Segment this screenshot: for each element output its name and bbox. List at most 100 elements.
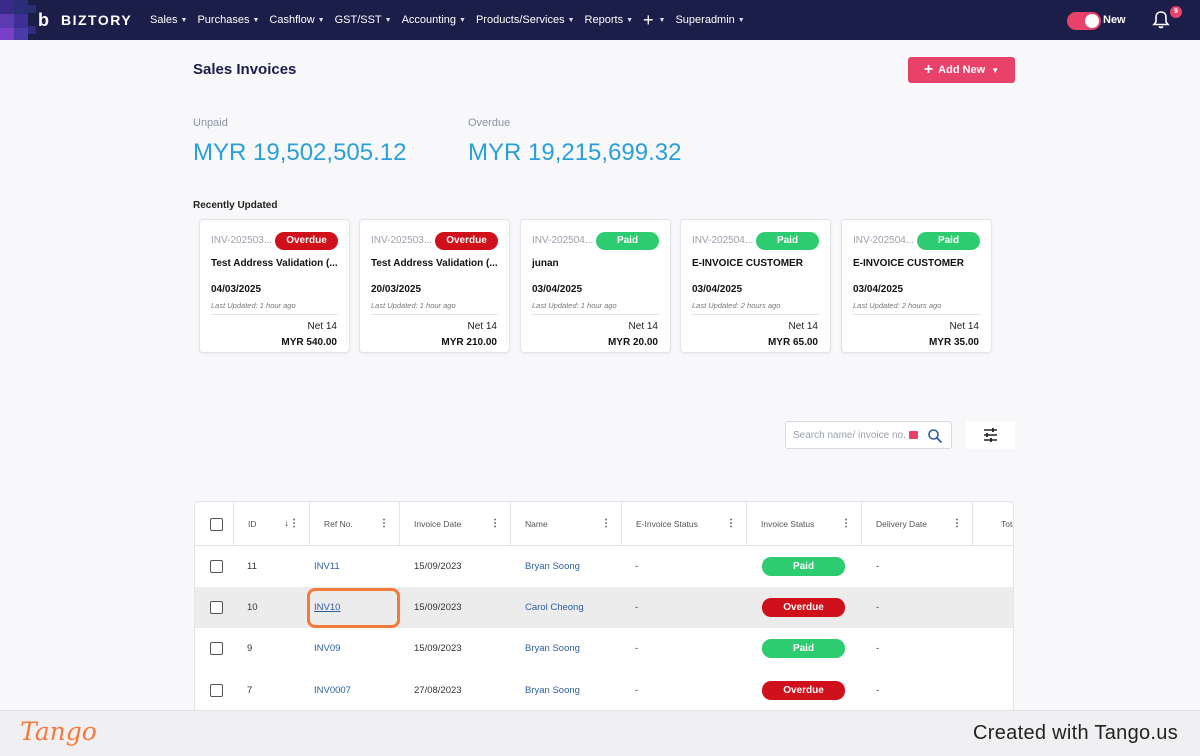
search-icon[interactable] xyxy=(927,428,943,444)
divider xyxy=(371,314,498,315)
top-navbar: b BIZTORY Sales ▼ Purchases ▼ Cashflow ▼ GS… xyxy=(0,0,1200,40)
cell-id: 11 xyxy=(247,561,257,572)
card-term: Net 14 xyxy=(467,321,497,332)
column-menu-icon[interactable]: ⋮ xyxy=(726,518,736,529)
recent-invoice-card[interactable]: INV-202504... Paid E-INVOICE CUSTOMER 03… xyxy=(680,219,831,353)
cell-name-link[interactable]: Bryan Soong xyxy=(525,685,580,696)
recent-invoice-card[interactable]: INV-202504... Paid E-INVOICE CUSTOMER 03… xyxy=(841,219,992,353)
card-last-updated: Last Updated: 2 hours ago xyxy=(692,301,781,310)
select-all-checkbox[interactable] xyxy=(210,518,223,531)
card-customer: junan xyxy=(532,258,559,269)
cell-ref-link[interactable]: INV09 xyxy=(314,643,341,654)
column-header-invoice-date[interactable]: Invoice Date ⋮ xyxy=(399,502,510,546)
select-all-cell xyxy=(195,502,233,546)
filter-button[interactable] xyxy=(966,421,1015,449)
page-title: Sales Invoices xyxy=(193,61,297,78)
row-checkbox[interactable] xyxy=(210,601,223,614)
card-last-updated: Last Updated: 2 hours ago xyxy=(853,301,942,310)
recent-invoice-card[interactable]: INV-202503... Overdue Test Address Valid… xyxy=(359,219,510,353)
row-checkbox[interactable] xyxy=(210,642,223,655)
recently-updated-heading: Recently Updated xyxy=(193,200,278,211)
nav-quick-add[interactable]: + ▼ xyxy=(643,11,665,29)
card-date: 03/04/2025 xyxy=(692,284,743,295)
sort-menu-icon[interactable]: ↓⋮ xyxy=(284,518,299,529)
cell-ref-link[interactable]: INV0007 xyxy=(314,685,351,696)
divider xyxy=(853,314,980,315)
nav-cashflow[interactable]: Cashflow ▼ xyxy=(269,14,325,26)
card-customer: E-INVOICE CUSTOMER xyxy=(692,258,803,269)
card-amount: MYR 210.00 xyxy=(441,337,497,348)
cell-ref-link[interactable]: INV11 xyxy=(314,561,340,572)
add-new-button[interactable]: + Add New ▼ xyxy=(908,57,1015,83)
nav-user-menu[interactable]: Superadmin ▼ xyxy=(675,14,745,26)
column-header-ref[interactable]: Ref No. ⋮ xyxy=(309,502,399,546)
bell-icon[interactable] xyxy=(1152,10,1170,30)
column-menu-icon[interactable]: ⋮ xyxy=(379,518,389,529)
recent-invoice-card[interactable]: INV-202503... Overdue Test Address Valid… xyxy=(199,219,350,353)
tango-credit: Created with Tango.us xyxy=(973,722,1178,744)
nav-reports[interactable]: Reports ▼ xyxy=(584,14,634,26)
cell-einvoice-status: - xyxy=(635,602,639,613)
nav-products-services[interactable]: Products/Services ▼ xyxy=(475,14,575,26)
tango-logo: Tango xyxy=(20,717,97,746)
nav-sales[interactable]: Sales ▼ xyxy=(150,14,188,26)
column-header-total[interactable]: Tota xyxy=(972,502,1013,546)
keyboard-icon xyxy=(909,431,918,439)
card-last-updated: Last Updated: 1 hour ago xyxy=(532,301,617,310)
search-input[interactable] xyxy=(793,422,921,448)
notification-badge: 9 xyxy=(1170,6,1182,18)
card-amount: MYR 20.00 xyxy=(607,337,658,348)
nav-gst-sst[interactable]: GST/SST ▼ xyxy=(334,14,392,26)
table-row[interactable]: 9 INV09 15/09/2023 Bryan Soong - Paid - xyxy=(195,628,1013,669)
table-row[interactable]: 7 INV0007 27/08/2023 Bryan Soong - Overd… xyxy=(195,670,1013,711)
card-ref: INV-202504... xyxy=(853,235,915,246)
caret-down-icon: ▼ xyxy=(384,16,392,24)
status-badge: Paid xyxy=(756,232,819,250)
status-badge: Overdue xyxy=(435,232,498,250)
cell-ref-link[interactable]: INV10 xyxy=(314,602,341,613)
row-checkbox[interactable] xyxy=(210,684,223,697)
card-ref: INV-202504... xyxy=(692,235,754,246)
column-header-einvoice-status[interactable]: E-Invoice Status ⋮ xyxy=(621,502,746,546)
tango-footer: Tango Created with Tango.us xyxy=(0,710,1200,756)
brand-name[interactable]: BIZTORY xyxy=(61,12,133,28)
cell-delivery-date: - xyxy=(876,685,880,696)
column-header-name[interactable]: Name ⋮ xyxy=(510,502,621,546)
nav-accounting[interactable]: Accounting ▼ xyxy=(401,14,466,26)
recent-invoice-card[interactable]: INV-202504... Paid junan 03/04/2025 Last… xyxy=(520,219,671,353)
row-checkbox[interactable] xyxy=(210,560,223,573)
nav-purchases[interactable]: Purchases ▼ xyxy=(197,14,260,26)
card-ref: INV-202503... xyxy=(371,235,433,246)
status-badge: Paid xyxy=(917,232,980,250)
cell-name-link[interactable]: Bryan Soong xyxy=(525,643,580,654)
caret-down-icon: ▼ xyxy=(567,16,575,24)
caret-down-icon: ▼ xyxy=(180,16,188,24)
cell-name-link[interactable]: Bryan Soong xyxy=(525,561,580,572)
new-ui-toggle[interactable] xyxy=(1067,12,1101,30)
overdue-label: Overdue xyxy=(468,117,511,129)
card-customer: Test Address Validation (... xyxy=(211,258,338,269)
table-row[interactable]: 10 INV10 15/09/2023 Carol Cheong - Overd… xyxy=(195,587,1013,628)
cell-invoice-date: 15/09/2023 xyxy=(414,561,462,572)
column-header-invoice-status[interactable]: Invoice Status ⋮ xyxy=(746,502,861,546)
divider xyxy=(692,314,819,315)
status-badge: Overdue xyxy=(762,681,845,700)
column-header-id[interactable]: ID ↓⋮ xyxy=(233,502,309,546)
cell-delivery-date: - xyxy=(876,643,880,654)
sliders-icon xyxy=(984,428,997,442)
card-term: Net 14 xyxy=(949,321,979,332)
column-menu-icon[interactable]: ⋮ xyxy=(841,518,851,529)
column-menu-icon[interactable]: ⋮ xyxy=(601,518,611,529)
column-menu-icon[interactable]: ⋮ xyxy=(952,518,962,529)
biztory-logo-icon[interactable]: b xyxy=(38,10,49,30)
card-date: 04/03/2025 xyxy=(211,284,262,295)
caret-down-icon: ▼ xyxy=(626,16,634,24)
cell-name-link[interactable]: Carol Cheong xyxy=(525,602,584,613)
status-badge: Paid xyxy=(762,557,845,576)
column-header-delivery-date[interactable]: Delivery Date ⋮ xyxy=(861,502,972,546)
cell-einvoice-status: - xyxy=(635,643,639,654)
card-ref: INV-202504... xyxy=(532,235,594,246)
column-menu-icon[interactable]: ⋮ xyxy=(490,518,500,529)
cell-invoice-date: 27/08/2023 xyxy=(414,685,462,696)
table-row[interactable]: 11 INV11 15/09/2023 Bryan Soong - Paid - xyxy=(195,546,1013,587)
